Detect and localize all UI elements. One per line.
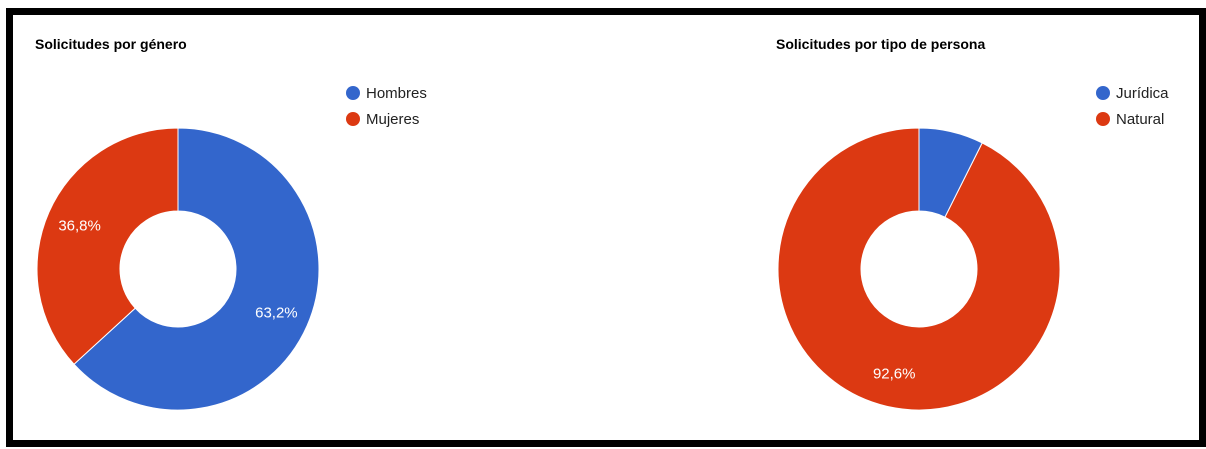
gender-chart-title: Solicitudes por género	[35, 36, 187, 52]
legend-label-natural: Natural	[1116, 110, 1165, 128]
gender-chart-legend: Hombres Mujeres	[346, 80, 427, 132]
legend-label-hombres: Hombres	[366, 84, 427, 102]
slice-mujeres[interactable]	[36, 127, 179, 365]
legend-item-hombres[interactable]: Hombres	[346, 80, 427, 106]
legend-swatch-natural	[1096, 112, 1110, 126]
slice-natural[interactable]	[777, 127, 1061, 411]
legend-swatch-mujeres	[346, 112, 360, 126]
person-type-donut-chart: 92,6%	[777, 127, 1061, 411]
person-type-chart-panel: Solicitudes por tipo de persona Jurídica…	[603, 15, 1199, 440]
person-type-chart-title: Solicitudes por tipo de persona	[776, 36, 986, 52]
dashboard-frame: Solicitudes por género Hombres Mujeres 6…	[6, 8, 1206, 447]
slice-label-natural: 92,6%	[873, 366, 916, 383]
gender-chart-panel: Solicitudes por género Hombres Mujeres 6…	[13, 15, 613, 440]
slice-hombres[interactable]	[73, 127, 320, 411]
legend-label-juridica: Jurídica	[1116, 84, 1169, 102]
person-type-chart-legend: Jurídica Natural	[1096, 80, 1169, 132]
legend-item-mujeres[interactable]: Mujeres	[346, 106, 427, 132]
legend-swatch-hombres	[346, 86, 360, 100]
slice-label-mujeres: 36,8%	[58, 218, 101, 235]
gender-donut-chart: 63,2% 36,8%	[36, 127, 320, 411]
legend-item-juridica[interactable]: Jurídica	[1096, 80, 1169, 106]
slice-label-hombres: 63,2%	[255, 304, 298, 321]
legend-swatch-juridica	[1096, 86, 1110, 100]
legend-label-mujeres: Mujeres	[366, 110, 420, 128]
legend-item-natural[interactable]: Natural	[1096, 106, 1169, 132]
